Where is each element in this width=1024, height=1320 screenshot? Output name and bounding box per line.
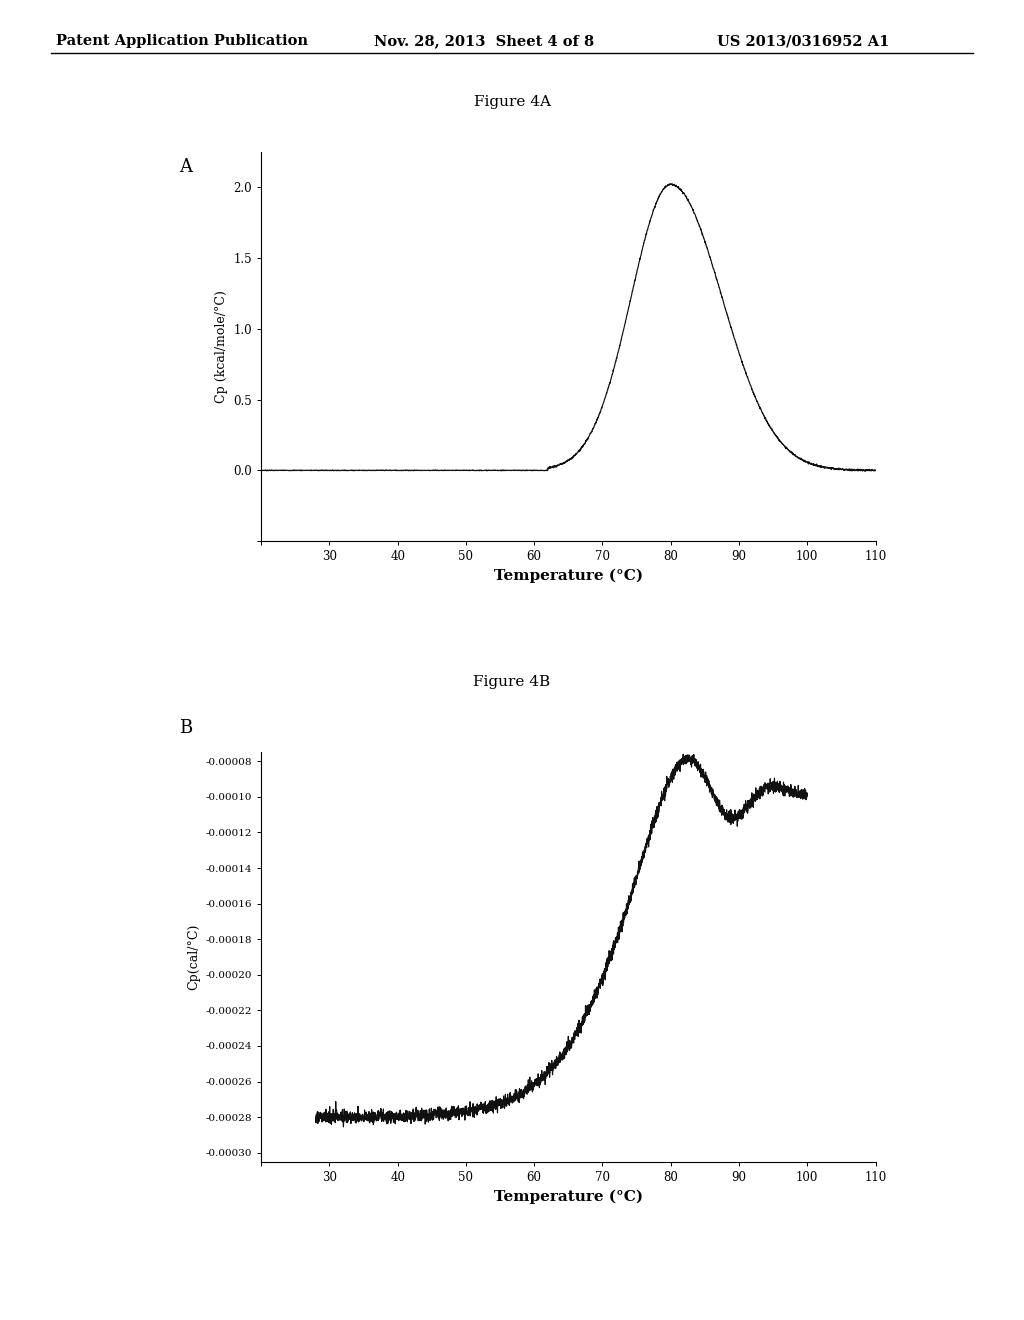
Y-axis label: Cp(cal/°C): Cp(cal/°C) bbox=[187, 924, 200, 990]
X-axis label: Temperature (°C): Temperature (°C) bbox=[494, 569, 643, 583]
Text: Figure 4A: Figure 4A bbox=[473, 95, 551, 108]
Text: Figure 4B: Figure 4B bbox=[473, 676, 551, 689]
Text: B: B bbox=[179, 718, 193, 737]
Text: US 2013/0316952 A1: US 2013/0316952 A1 bbox=[717, 34, 889, 49]
Text: Patent Application Publication: Patent Application Publication bbox=[56, 34, 308, 49]
Text: Nov. 28, 2013  Sheet 4 of 8: Nov. 28, 2013 Sheet 4 of 8 bbox=[374, 34, 594, 49]
Text: A: A bbox=[179, 157, 193, 176]
X-axis label: Temperature (°C): Temperature (°C) bbox=[494, 1189, 643, 1204]
Y-axis label: Cp (kcal/mole/°C): Cp (kcal/mole/°C) bbox=[215, 290, 227, 403]
